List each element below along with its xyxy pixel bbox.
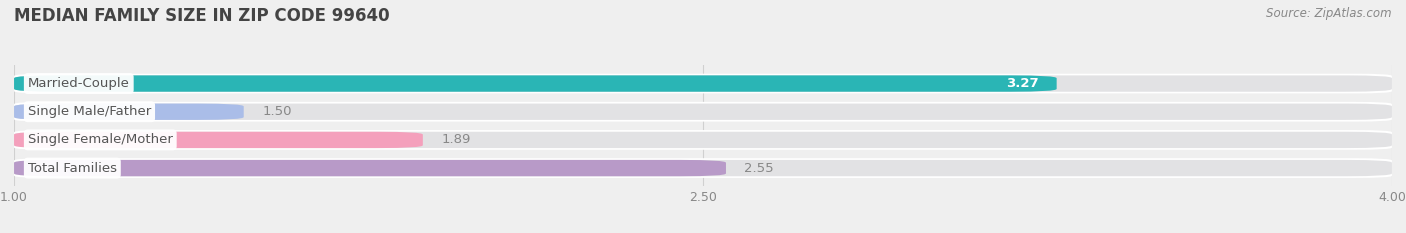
FancyBboxPatch shape	[14, 160, 725, 176]
FancyBboxPatch shape	[14, 130, 1392, 150]
FancyBboxPatch shape	[14, 102, 1392, 122]
FancyBboxPatch shape	[14, 103, 243, 120]
Text: 2.55: 2.55	[744, 161, 773, 175]
FancyBboxPatch shape	[14, 75, 1392, 92]
FancyBboxPatch shape	[14, 74, 1392, 93]
Text: Married-Couple: Married-Couple	[28, 77, 129, 90]
Text: 3.27: 3.27	[1005, 77, 1038, 90]
FancyBboxPatch shape	[14, 103, 1392, 120]
FancyBboxPatch shape	[14, 132, 1392, 148]
Text: 1.89: 1.89	[441, 134, 471, 146]
FancyBboxPatch shape	[14, 158, 1392, 178]
Text: Single Female/Mother: Single Female/Mother	[28, 134, 173, 146]
FancyBboxPatch shape	[14, 132, 423, 148]
Text: 1.50: 1.50	[262, 105, 291, 118]
Text: Total Families: Total Families	[28, 161, 117, 175]
FancyBboxPatch shape	[14, 160, 1392, 176]
Text: Single Male/Father: Single Male/Father	[28, 105, 150, 118]
FancyBboxPatch shape	[14, 75, 1057, 92]
Text: MEDIAN FAMILY SIZE IN ZIP CODE 99640: MEDIAN FAMILY SIZE IN ZIP CODE 99640	[14, 7, 389, 25]
Text: Source: ZipAtlas.com: Source: ZipAtlas.com	[1267, 7, 1392, 20]
